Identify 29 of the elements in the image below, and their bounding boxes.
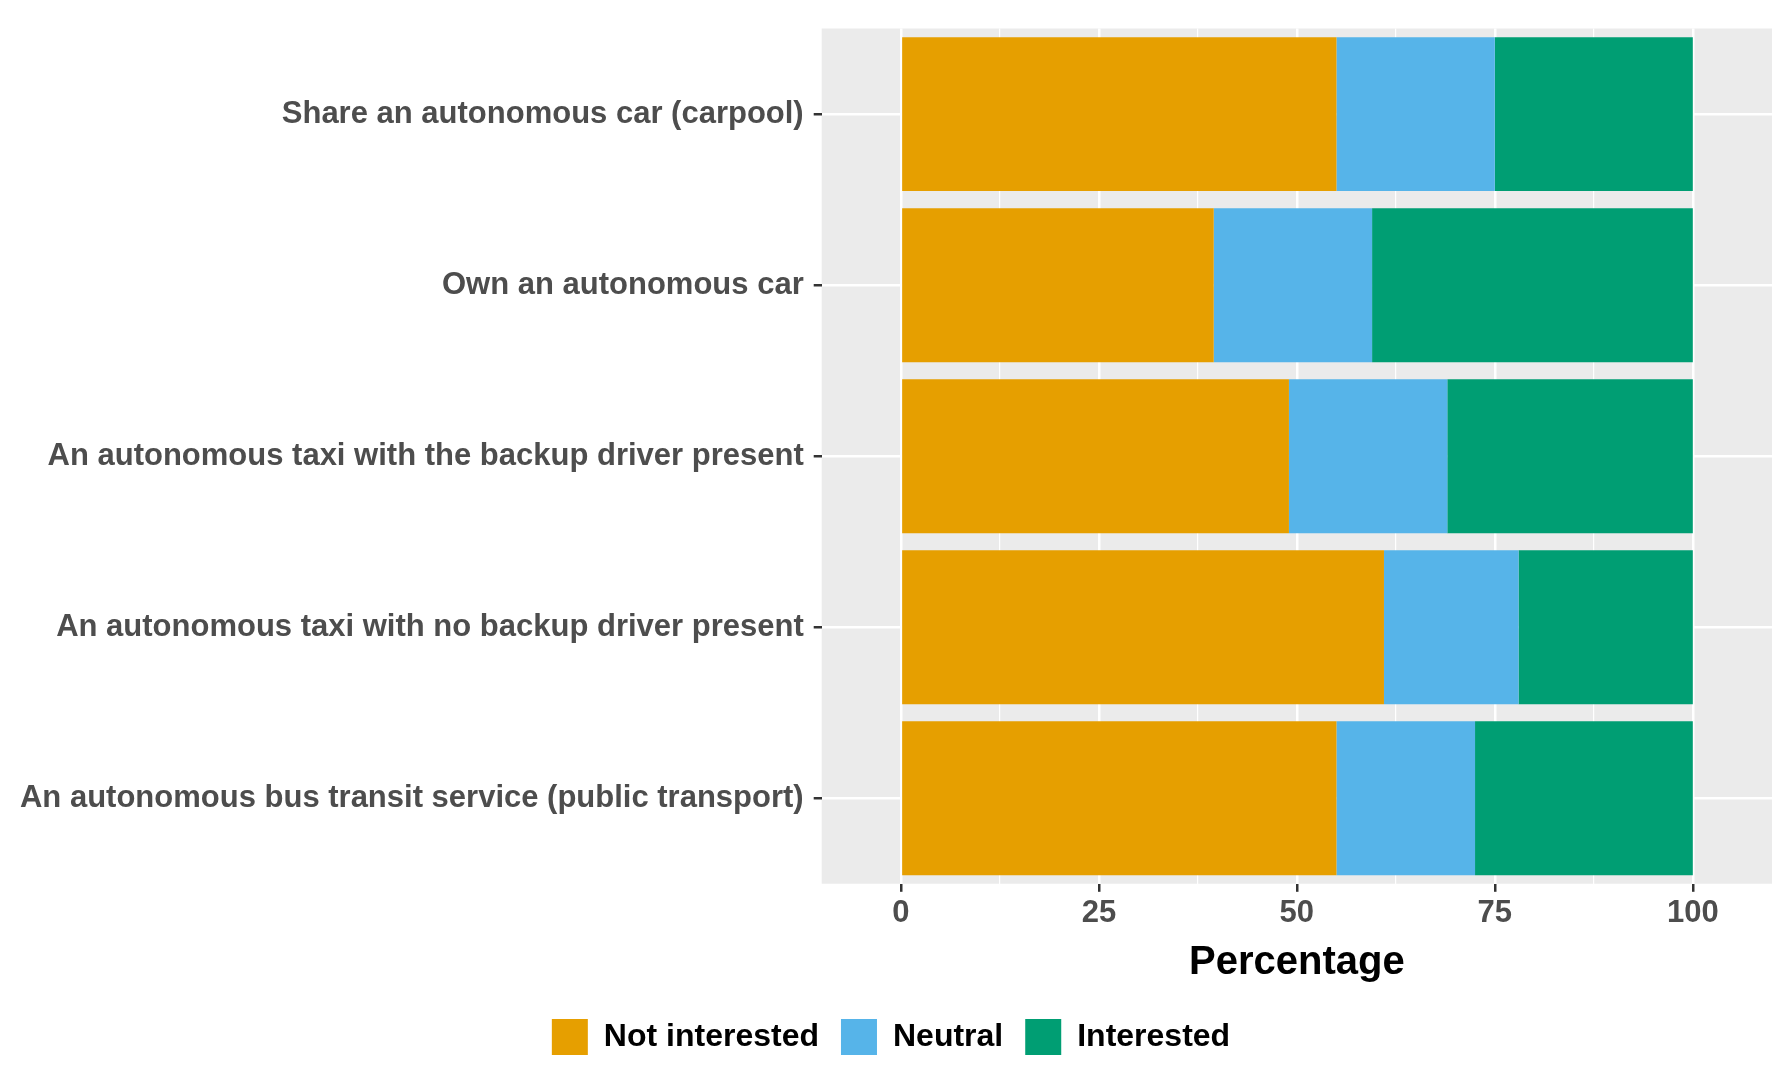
legend-label: Neutral — [892, 1016, 1004, 1053]
bar — [902, 550, 1384, 705]
bar — [902, 721, 1337, 876]
y-tick-label: An autonomous taxi with the backup driver present — [47, 436, 804, 472]
x-tick-label: 50 — [1279, 893, 1315, 929]
bar — [1336, 37, 1495, 192]
bar — [902, 208, 1214, 363]
bar — [902, 379, 1289, 534]
bar — [1475, 721, 1693, 876]
bar — [1288, 379, 1448, 534]
bar — [1383, 550, 1519, 705]
bar — [1447, 379, 1693, 534]
x-tick-label: 75 — [1477, 893, 1513, 929]
bar — [902, 37, 1337, 192]
bar — [1494, 37, 1693, 192]
x-axis-title: Percentage — [1189, 938, 1405, 983]
bar — [1372, 208, 1693, 363]
x-tick-label: 100 — [1666, 893, 1719, 929]
bar — [1518, 550, 1693, 705]
y-tick-label: An autonomous taxi with no backup driver present — [56, 607, 804, 643]
legend-label: Not interested — [603, 1016, 819, 1053]
y-tick-label: Share an autonomous car (carpool) — [281, 94, 804, 130]
bar — [1336, 721, 1476, 876]
x-tick-label: 25 — [1081, 893, 1117, 929]
legend-label: Interested — [1077, 1016, 1231, 1053]
y-tick-label: Own an autonomous car — [441, 265, 804, 301]
x-tick-label: 0 — [892, 893, 910, 929]
y-tick-label: An autonomous bus transit service (public transport) — [19, 778, 804, 814]
bar — [1213, 208, 1373, 363]
